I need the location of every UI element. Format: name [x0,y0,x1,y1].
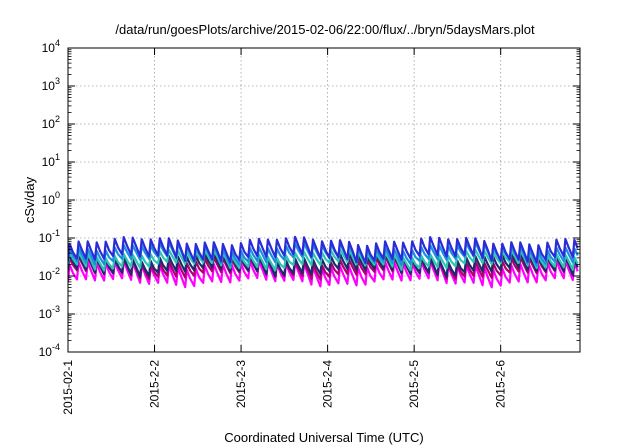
y-tick-label: 102 [42,114,60,131]
y-tick-label: 100 [42,190,60,207]
grid [68,48,580,352]
y-tick-label: 10-4 [39,342,60,359]
plot-area [68,235,579,289]
x-tick-label: 2015-2-3 [234,360,248,408]
y-tick-label: 10-1 [39,228,60,245]
y-axis-label: cSv/day [22,176,37,223]
y-axis: 10-4 10-3 10-2 10-1 100 101 102 103 104 [39,38,580,359]
chart-title: /data/run/goesPlots/archive/2015-02-06/2… [115,22,535,37]
y-tick-label: 103 [42,76,60,93]
series-line [68,235,579,265]
x-axis-label: Coordinated Universal Time (UTC) [224,430,423,445]
y-tick-label: 10-2 [39,266,60,283]
y-tick-label: 10-3 [39,304,60,321]
x-tick-label: 2015-02-1 [61,360,75,415]
x-tick-label: 2015-2-4 [321,360,335,408]
x-tick-label: 2015-2-6 [494,360,508,408]
x-tick-label: 2015-2-5 [407,360,421,408]
x-tick-label: 2015-2-2 [148,360,162,408]
x-axis: 2015-02-1 2015-2-2 2015-2-3 2015-2-4 2015-2-… [61,48,508,415]
y-tick-label: 104 [42,38,60,55]
y-tick-label: 101 [42,152,60,169]
